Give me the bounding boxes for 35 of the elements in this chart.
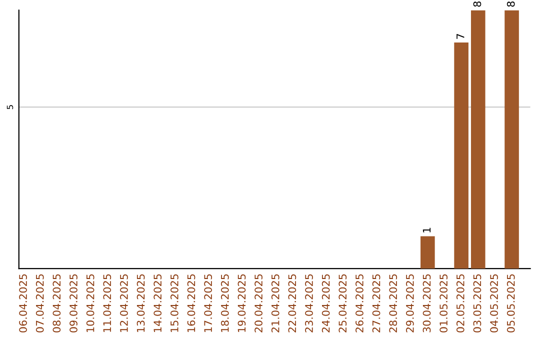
x-tick-label: 10.04.2025 xyxy=(86,274,94,332)
x-tick-label: 25.04.2025 xyxy=(338,274,347,332)
x-tick-label: 07.04.2025 xyxy=(36,274,44,332)
x-tick-label: 26.04.2025 xyxy=(356,274,364,332)
x-tick-label: 23.04.2025 xyxy=(305,274,313,332)
x-tick-label: 13.04.2025 xyxy=(136,274,145,332)
x-tick-label: 04.05.2025 xyxy=(490,274,498,332)
x-tick-label: 11.04.2025 xyxy=(103,274,112,332)
x-tick-label: 15.04.2025 xyxy=(170,274,178,332)
x-tick-label: 02.05.2025 xyxy=(456,274,464,332)
y-tick-label: 5 xyxy=(6,105,14,110)
x-tick-label: 08.04.2025 xyxy=(52,274,61,332)
x-tick-label: 18.04.2025 xyxy=(220,274,229,332)
data-label: 8 xyxy=(506,2,515,7)
data-label: 8 xyxy=(473,2,482,7)
x-tick-label: 03.05.2025 xyxy=(473,274,482,332)
x-tick-label: 12.04.2025 xyxy=(120,274,128,332)
x-tick-label: 06.04.2025 xyxy=(19,274,27,332)
x-tick-label: 21.04.2025 xyxy=(271,274,280,332)
x-tick-label: 27.04.2025 xyxy=(372,274,380,332)
x-tick-label: 05.05.2025 xyxy=(506,274,515,332)
x-tick-label: 24.04.2025 xyxy=(322,274,330,332)
x-tick-label: 29.04.2025 xyxy=(406,274,414,332)
x-tick-label: 22.04.2025 xyxy=(288,274,296,332)
x-tick-label: 28.04.2025 xyxy=(389,274,398,332)
data-label: 7 xyxy=(456,34,464,39)
x-tick-label: 20.04.2025 xyxy=(254,274,262,332)
x-tick-label: 30.04.2025 xyxy=(422,274,431,332)
x-tick-label: 14.04.2025 xyxy=(154,274,162,332)
data-label: 1 xyxy=(422,228,431,232)
x-tick-label: 19.04.2025 xyxy=(238,274,246,332)
x-tick-label: 17.04.2025 xyxy=(204,274,212,332)
x-tick-label: 01.05.2025 xyxy=(440,274,448,332)
x-tick-label: 09.04.2025 xyxy=(70,274,78,332)
x-tick-label: 16.04.2025 xyxy=(187,274,196,332)
